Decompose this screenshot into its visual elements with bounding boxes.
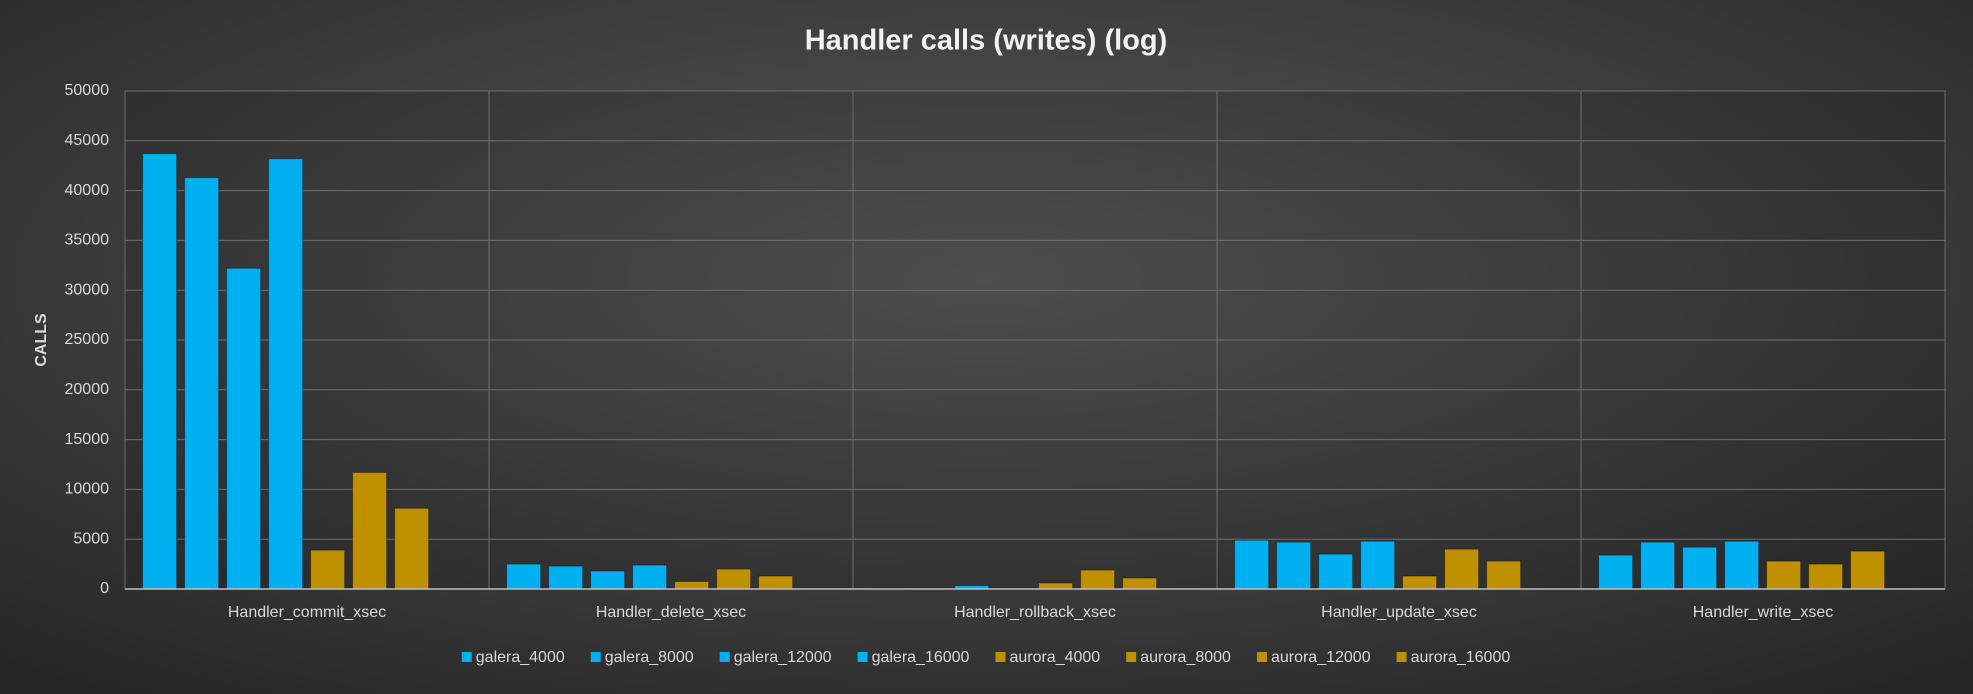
x-tick-label: Handler_rollback_xsec <box>954 604 1116 621</box>
y-tick-label: 30000 <box>65 281 110 298</box>
y-tick-label: 50000 <box>65 82 110 99</box>
bar <box>1682 546 1718 590</box>
legend-swatch <box>1126 652 1137 662</box>
y-tick-label: 5000 <box>73 530 109 547</box>
y-tick-label: 10000 <box>65 481 110 498</box>
bar <box>1122 577 1158 590</box>
bar <box>1080 569 1116 590</box>
bar <box>1402 575 1438 590</box>
bar <box>1038 582 1074 590</box>
bar <box>142 153 178 590</box>
y-tick-label: 45000 <box>65 132 110 149</box>
bar <box>506 563 542 590</box>
legend-swatch <box>1256 652 1267 662</box>
legend-swatch <box>1396 652 1407 662</box>
legend-label: galera_16000 <box>872 649 970 666</box>
bar <box>590 570 626 590</box>
y-tick-label: 0 <box>100 580 109 597</box>
y-tick-label: 20000 <box>65 381 110 398</box>
bar <box>716 568 752 590</box>
legend-label: aurora_12000 <box>1271 649 1371 666</box>
bar <box>268 158 304 590</box>
bar <box>1766 560 1802 590</box>
legend-swatch <box>719 652 730 662</box>
x-tick-label: Handler_commit_xsec <box>228 604 386 621</box>
bar <box>1360 540 1396 590</box>
legend-label: aurora_16000 <box>1411 649 1511 666</box>
legend-swatch <box>857 652 868 662</box>
legend-label: galera_12000 <box>734 649 832 666</box>
bar <box>1598 554 1634 590</box>
bar <box>1640 541 1676 590</box>
bar <box>632 564 668 590</box>
chart-title: Handler calls (writes) (log) <box>805 25 1168 57</box>
bar <box>184 177 220 590</box>
bar <box>394 507 430 590</box>
y-tick-label: 25000 <box>65 331 110 348</box>
legend-swatch <box>995 652 1006 662</box>
bar <box>1276 541 1312 590</box>
legend-label: aurora_8000 <box>1140 649 1231 666</box>
bar <box>1234 539 1270 590</box>
bar <box>1486 560 1522 590</box>
bar <box>1808 563 1844 590</box>
bar <box>352 471 388 590</box>
bar <box>1318 553 1354 590</box>
bar <box>1724 540 1760 590</box>
legend-label: aurora_4000 <box>1009 649 1100 666</box>
y-tick-label: 35000 <box>65 232 110 249</box>
bar <box>1444 548 1480 590</box>
legend-label: galera_4000 <box>476 649 565 666</box>
legend: galera_4000 galera_8000 galera_12000 galera… <box>461 649 1511 666</box>
x-tick-label: Handler_write_xsec <box>1693 604 1834 621</box>
bar <box>310 549 346 590</box>
legend-swatch <box>461 652 472 662</box>
y-axis-label: CALLS <box>33 313 50 367</box>
bar <box>758 575 794 590</box>
y-tick-label: 15000 <box>65 431 110 448</box>
y-tick-label: 40000 <box>65 182 110 199</box>
bar <box>226 267 262 590</box>
x-tick-label: Handler_delete_xsec <box>596 604 746 621</box>
bar <box>674 581 710 590</box>
bar <box>548 565 584 590</box>
bar <box>1850 550 1886 590</box>
legend-label: galera_8000 <box>605 649 694 666</box>
legend-swatch <box>590 652 601 662</box>
x-tick-label: Handler_update_xsec <box>1321 604 1477 621</box>
